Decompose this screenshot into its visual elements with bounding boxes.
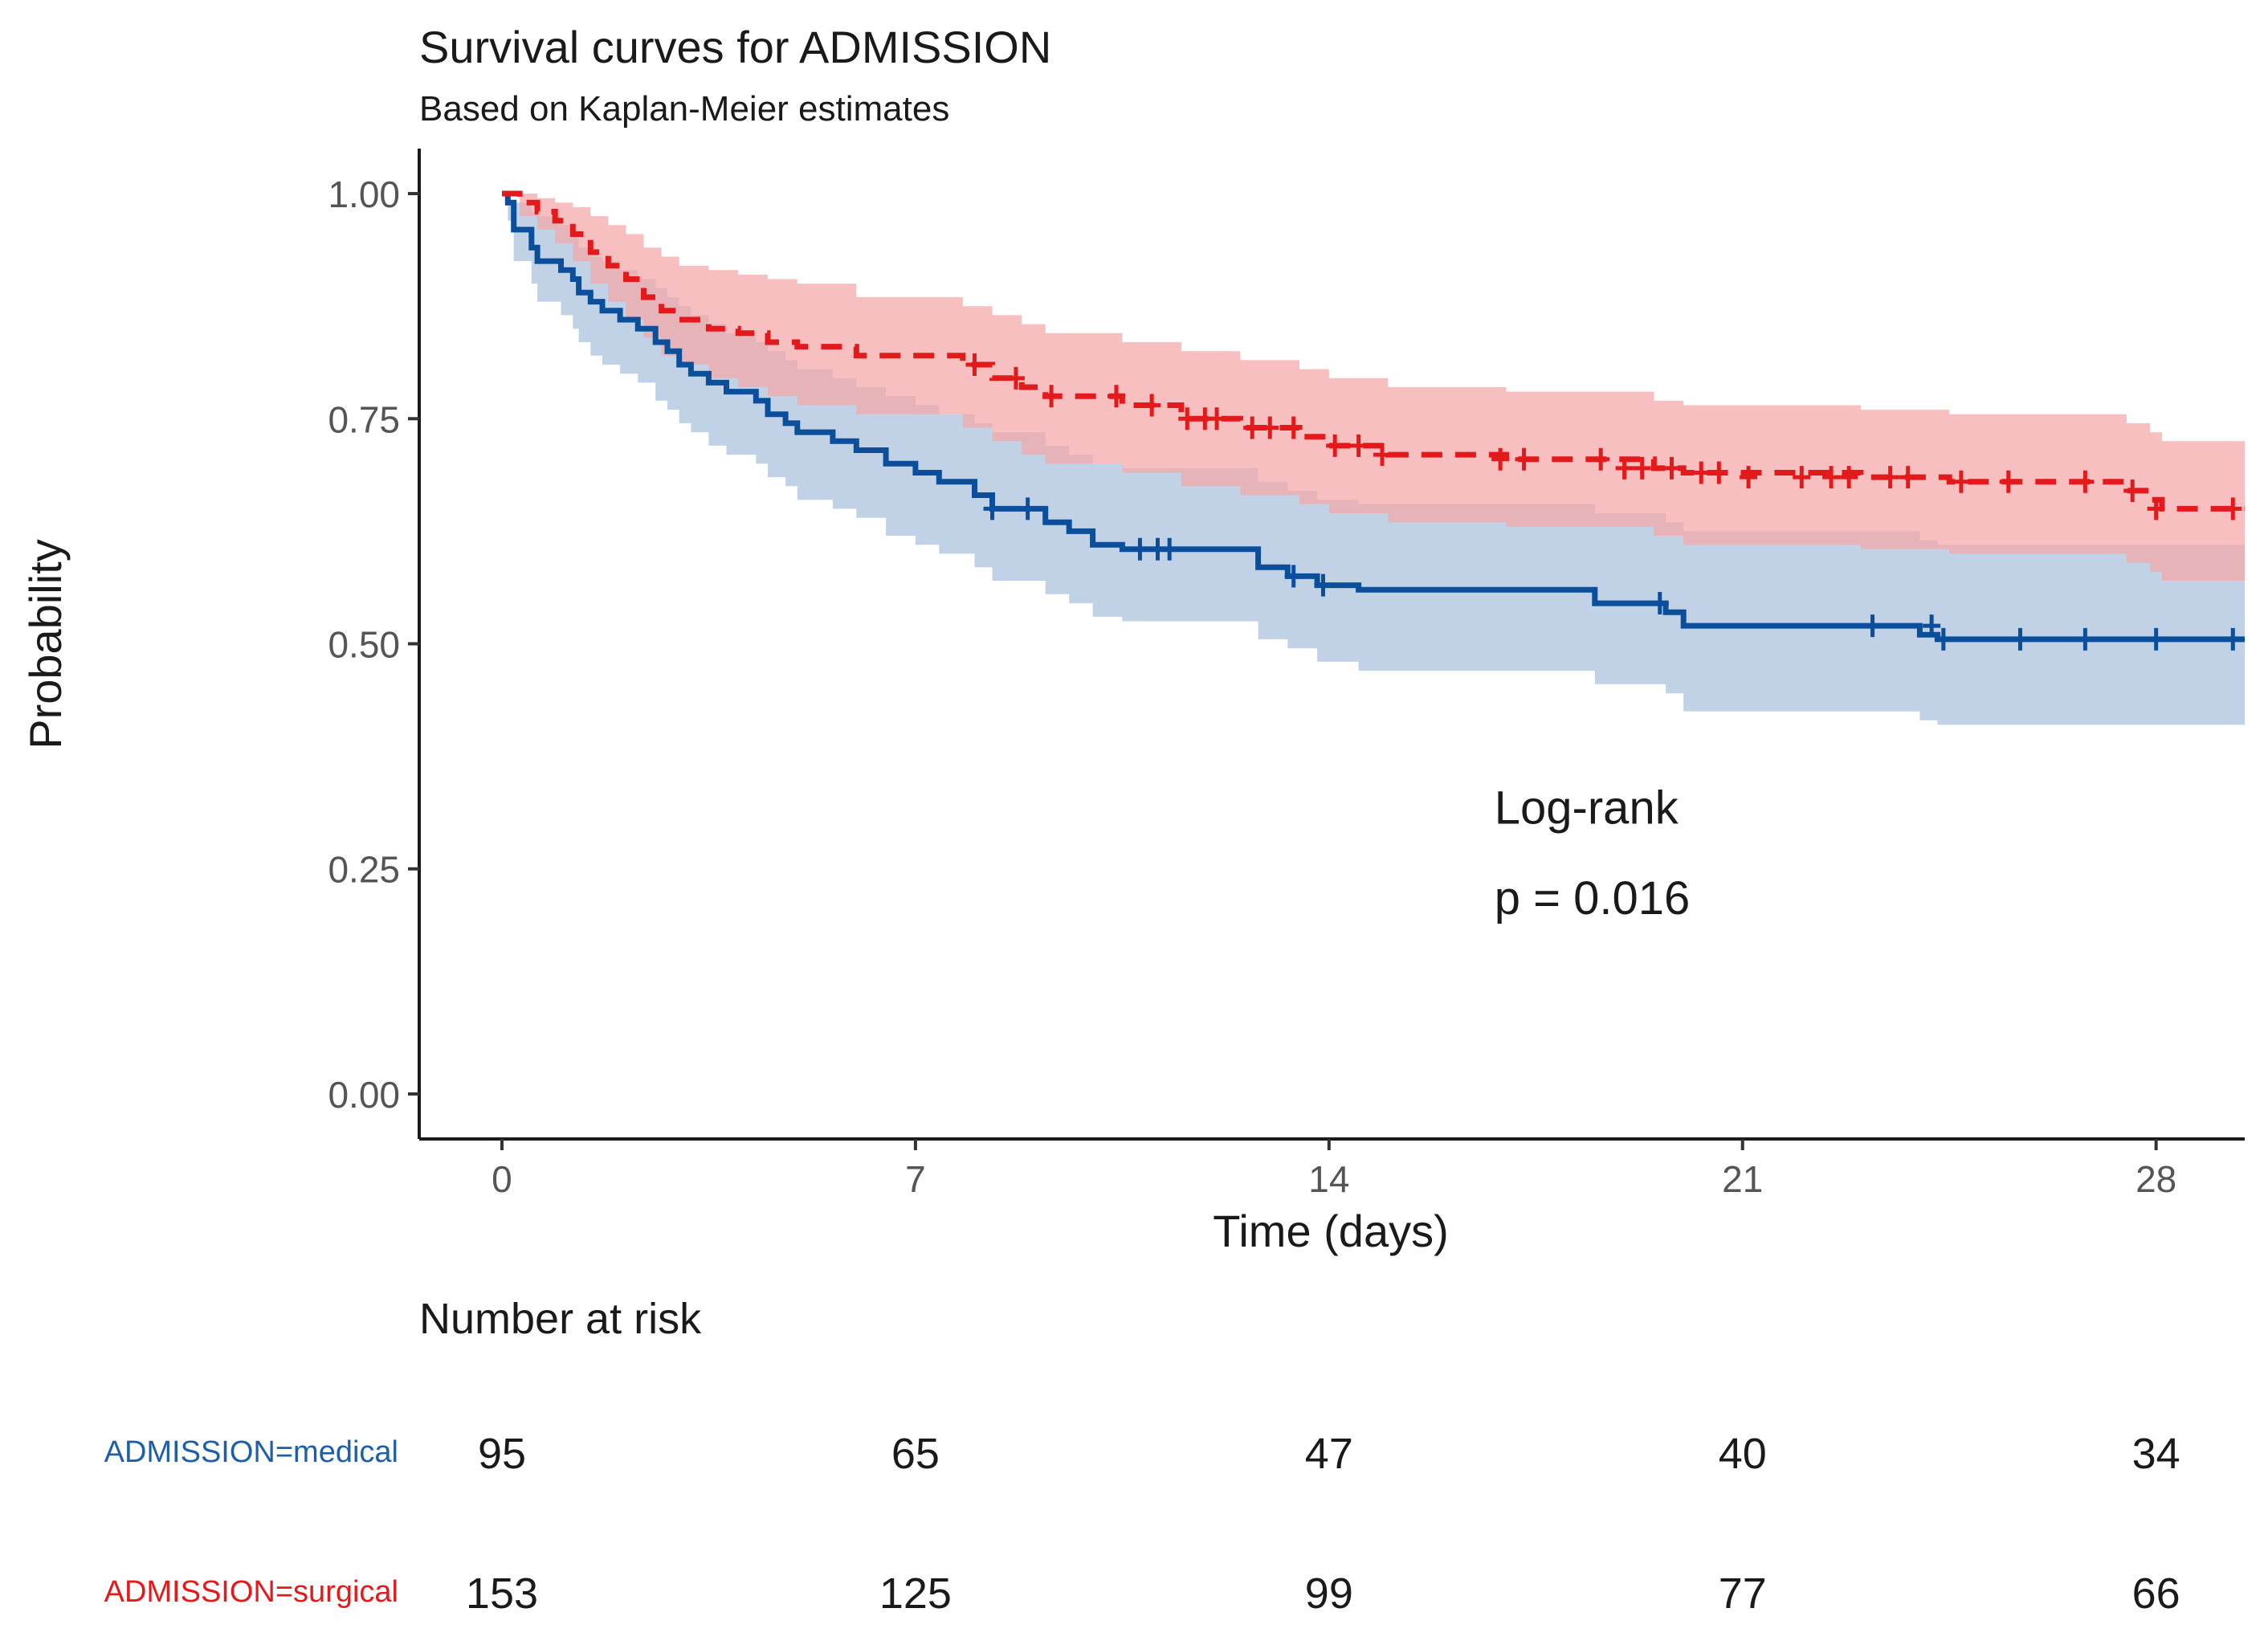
survival-curve-surgical (502, 190, 2245, 512)
censor-mark (983, 497, 1001, 520)
risk-count: 77 (1719, 1569, 1767, 1618)
censor-mark (1633, 456, 1651, 480)
y-tick-label: 0.00 (328, 1074, 400, 1116)
chart-title: Survival curves for ADMISSION (419, 22, 1051, 72)
risk-count: 47 (1305, 1430, 1353, 1478)
risk-count: 65 (891, 1430, 940, 1478)
x-tick-label: 7 (905, 1158, 926, 1200)
censor-mark (1284, 565, 1303, 588)
censor-mark (2076, 470, 2095, 493)
censor-mark (1208, 407, 1226, 431)
censor-mark (2147, 627, 2165, 651)
censor-mark (1899, 466, 1917, 489)
risk-count: 99 (1305, 1569, 1353, 1618)
risk-count: 153 (466, 1569, 538, 1618)
log-rank-annotation: Log-rank p = 0.016 (1495, 782, 1690, 925)
x-axis-label: Time (days) (1213, 1206, 1449, 1256)
censor-mark (1615, 456, 1634, 480)
censor-mark (1143, 394, 1161, 417)
censor-mark (2123, 479, 2142, 502)
censor-mark (2011, 627, 2029, 651)
censor-mark (1178, 407, 1197, 431)
censor-mark (1491, 447, 1510, 471)
censor-mark (1793, 466, 1811, 489)
censor-mark (1018, 497, 1037, 520)
ci-band-medical (502, 194, 2245, 725)
censor-mark (965, 353, 984, 377)
censor-mark (1373, 443, 1392, 467)
survival-curves (502, 190, 2245, 643)
axes: 0.00 0.25 0.50 0.75 1.00 0 7 14 21 28 (328, 149, 2245, 1200)
censor-mark (1284, 416, 1303, 439)
risk-table: ADMISSION=medical 95 65 47 40 34 ADMISSION=sur… (104, 1430, 2180, 1618)
censor-mark (1131, 537, 1149, 561)
censor-mark (1999, 470, 2017, 493)
censor-mark (1840, 466, 1858, 489)
risk-row-label: ADMISSION=medical (104, 1435, 398, 1469)
censor-mark (1161, 537, 1179, 561)
ci-band-surgical (502, 194, 2245, 581)
censor-mark (2224, 497, 2242, 520)
censor-mark (1863, 614, 1882, 638)
survival-curve-medical (502, 190, 2245, 643)
censor-mark (1662, 456, 1681, 480)
censor-mark (1710, 461, 1728, 484)
censor-mark (1692, 461, 1711, 484)
censor-mark (1314, 573, 1332, 597)
y-tick-label: 0.25 (328, 849, 400, 891)
censor-mark (1740, 466, 1758, 489)
risk-count: 34 (2132, 1430, 2180, 1478)
risk-count: 66 (2132, 1569, 2180, 1618)
risk-count: 95 (478, 1430, 526, 1478)
x-tick-label: 14 (1308, 1158, 1349, 1200)
confidence-bands (502, 194, 2245, 725)
x-tick-label: 21 (1722, 1158, 1763, 1200)
censor-mark (1326, 434, 1344, 457)
log-rank-label: Log-rank (1495, 782, 1679, 835)
x-tick-label: 0 (492, 1158, 512, 1200)
censor-mark (1107, 385, 1126, 408)
x-tick-label: 28 (2135, 1158, 2176, 1200)
y-axis-label: Probability (20, 539, 71, 749)
censor-mark (1650, 592, 1669, 615)
censor-mark (1881, 466, 1899, 489)
y-tick-label: 0.75 (328, 398, 400, 440)
censor-mark (1952, 470, 1970, 493)
y-tick-label: 1.00 (328, 173, 400, 215)
censor-mark (1822, 466, 1841, 489)
censor-mark (1515, 447, 1533, 471)
y-tick-label: 0.50 (328, 624, 400, 666)
censor-mark (1934, 627, 1952, 651)
censor-mark (2224, 627, 2242, 651)
censor-mark (1042, 385, 1061, 408)
p-value-label: p = 0.016 (1495, 872, 1690, 925)
chart-subtitle: Based on Kaplan-Meier estimates (419, 89, 949, 129)
risk-table-title: Number at risk (419, 1295, 702, 1343)
risk-count: 40 (1719, 1430, 1767, 1478)
censor-mark (1006, 366, 1025, 390)
censor-mark (2147, 497, 2165, 520)
censor-mark (1261, 416, 1279, 439)
censor-mark (1923, 614, 1941, 638)
censor-mark (1243, 416, 1262, 439)
censor-mark (1349, 434, 1368, 457)
risk-count: 125 (879, 1569, 952, 1618)
censor-mark (1592, 447, 1610, 471)
censor-marks (965, 353, 2242, 651)
censor-mark (2076, 627, 2095, 651)
risk-row-label: ADMISSION=surgical (104, 1575, 398, 1609)
